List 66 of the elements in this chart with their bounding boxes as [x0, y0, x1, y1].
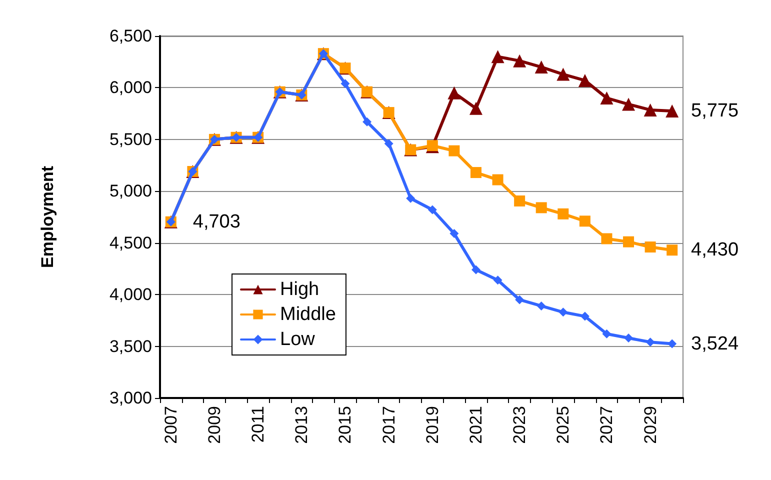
x-tick-label: 2023	[510, 406, 530, 444]
point	[644, 103, 657, 116]
point	[622, 98, 636, 111]
point	[428, 205, 437, 214]
x-tick-label: 2013	[292, 406, 312, 444]
legend-label: Middle	[280, 304, 336, 325]
x-tick-label: 2019	[422, 406, 442, 444]
x-tick-label: 2027	[597, 406, 616, 444]
point	[646, 338, 655, 347]
annotation: 4,703	[192, 211, 240, 232]
point	[578, 74, 592, 87]
x-tick-label: 2015	[336, 406, 355, 444]
point	[406, 194, 416, 203]
point	[492, 174, 504, 186]
point	[513, 54, 526, 68]
point	[666, 104, 679, 118]
x-tick-label: 2029	[640, 406, 660, 444]
x-tick-label: 2021	[466, 406, 486, 444]
point	[450, 229, 459, 238]
x-tick-label: 2007	[161, 406, 180, 444]
point	[602, 329, 612, 338]
point	[558, 208, 569, 220]
point	[469, 102, 482, 115]
y-tick-label: 6,500	[109, 26, 152, 46]
point	[534, 60, 548, 74]
point	[556, 68, 570, 81]
point	[448, 145, 460, 156]
text: 3,524	[691, 333, 739, 354]
point	[362, 117, 372, 126]
point	[536, 301, 546, 310]
point	[601, 233, 612, 244]
point	[493, 276, 502, 285]
point	[471, 265, 480, 274]
point	[579, 216, 590, 227]
point	[448, 86, 461, 100]
x-tick-label: 2011	[248, 406, 268, 443]
point	[491, 50, 504, 64]
point	[666, 244, 678, 256]
x-tick-label: 2017	[379, 406, 398, 444]
y-tick-label: 4,500	[109, 233, 152, 252]
y-tick-label: 3,000	[109, 388, 152, 408]
point	[600, 92, 614, 105]
point	[668, 339, 677, 348]
text: 4,430	[691, 240, 739, 261]
point	[384, 139, 394, 148]
point	[514, 195, 526, 206]
y-tick-label: 3,500	[109, 336, 152, 356]
x-tick-label: 2025	[554, 406, 573, 444]
legend-label: High	[280, 279, 320, 300]
point	[558, 308, 568, 317]
legend-label: Low	[280, 329, 316, 350]
point	[623, 236, 634, 248]
point	[624, 334, 634, 343]
point	[536, 202, 547, 214]
point	[470, 167, 482, 178]
point	[515, 295, 524, 304]
x-tick-label: 2009	[204, 406, 224, 444]
point	[580, 312, 590, 321]
point	[340, 79, 350, 88]
y-tick-label: 4,000	[109, 285, 152, 304]
y-tick-label: 5,500	[109, 130, 152, 149]
text: 5,775	[691, 100, 739, 122]
y-tick-label: 6,000	[109, 78, 152, 98]
y-tick-label: 5,000	[109, 182, 152, 201]
y-axis-title: Employment	[38, 166, 57, 268]
point	[644, 241, 656, 252]
